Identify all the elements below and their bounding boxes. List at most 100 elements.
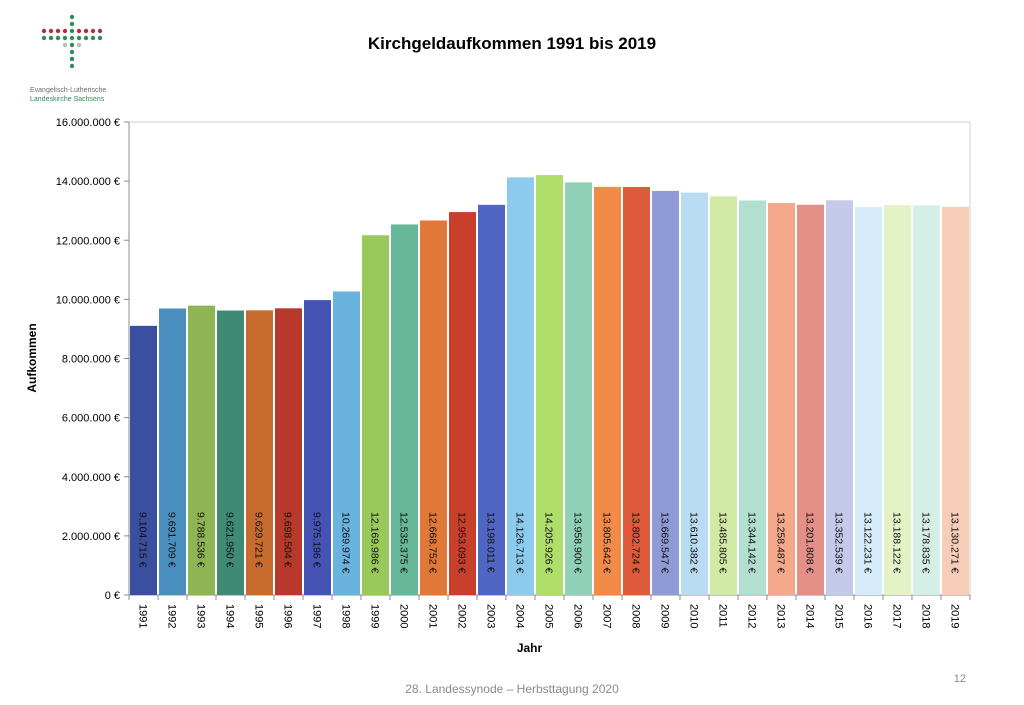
y-tick-label: 12.000.000 € [56,235,120,247]
logo-dot [69,14,75,20]
bar [362,235,389,595]
logo-dot [55,28,61,34]
y-tick-label: 8.000.000 € [62,354,120,366]
y-tick-label: 4.000.000 € [62,472,120,484]
bar-value-label: 9.691.709 € [166,512,178,568]
bar-value-label: 10.269.974 € [340,512,352,573]
bar [449,212,476,595]
bar-value-label: 12.953.093 € [456,512,468,573]
x-tick-label: 1996 [282,604,294,628]
bar [710,196,737,595]
bar-value-label: 9.975.196 € [311,512,323,568]
logo-dot [69,35,75,41]
logo-dot [90,35,96,41]
bar [913,205,940,595]
bar-value-label: 13.258.487 € [775,512,787,573]
bar [333,291,360,595]
bar-value-label: 9.621.950 € [224,512,236,568]
bar [159,308,186,595]
x-tick-label: 2010 [688,604,700,628]
x-tick-label: 2013 [775,604,787,628]
x-tick-label: 1994 [224,604,236,628]
bar-value-label: 13.198.011 € [485,512,497,573]
bar-value-label: 13.802.724 € [630,512,642,573]
bar-value-label: 13.122.231 € [862,512,874,573]
bar [768,203,795,596]
x-tick-label: 2000 [398,604,410,628]
logo-dot [41,28,47,34]
y-tick-label: 2.000.000 € [62,531,120,543]
bar [536,175,563,596]
bar-value-label: 13.130.271 € [949,512,961,573]
y-tick-label: 0 € [105,590,120,602]
bar-value-label: 12.668.752 € [427,512,439,573]
x-axis-title: Jahr [517,641,543,655]
bar [797,204,824,595]
bar [275,308,302,595]
x-tick-label: 2014 [804,604,816,628]
bar-value-label: 14.126.713 € [514,512,526,573]
bar [565,182,592,595]
logo-dot [62,28,68,34]
bar [391,224,418,595]
bar-value-label: 9.698.504 € [282,512,294,568]
x-tick-label: 1997 [311,604,323,628]
bar [420,220,447,595]
bar [942,206,969,595]
bar-value-label: 9.788.536 € [195,512,207,568]
church-logo: Evangelisch-Lutherische Landeskirche Sac… [30,10,140,105]
x-tick-label: 1998 [340,604,352,628]
logo-dot [83,35,89,41]
x-tick-label: 2018 [920,604,932,628]
logo-dot [97,35,103,41]
x-tick-label: 2001 [427,604,439,628]
bar-value-label: 9.104.715 € [137,512,149,568]
x-tick-label: 2003 [485,604,497,628]
logo-dot [62,35,68,41]
x-tick-label: 2004 [514,604,526,628]
y-tick-label: 10.000.000 € [56,294,120,306]
bar [739,200,766,596]
logo-dot [69,56,75,62]
x-tick-label: 2019 [949,604,961,628]
bar [188,305,215,595]
logo-dot [76,42,82,48]
x-tick-label: 2017 [891,604,903,628]
logo-dot [55,35,61,41]
logo-dot [69,42,75,48]
logo-dot [76,28,82,34]
page-number: 12 [953,673,966,685]
bar [304,300,331,595]
bar-value-label: 12.535.375 € [398,512,410,573]
x-tick-label: 2005 [543,604,555,628]
x-tick-label: 1991 [137,604,149,628]
bar-value-label: 13.201.808 € [804,512,816,573]
x-tick-label: 2007 [601,604,613,628]
x-tick-label: 2009 [659,604,671,628]
x-tick-label: 1999 [369,604,381,628]
x-tick-label: 2011 [717,604,729,628]
logo-org-line1: Evangelisch-Lutherische [30,87,107,94]
y-axis-title: Aufkommen [25,323,39,392]
bar [246,310,273,595]
bar-value-label: 13.805.642 € [601,512,613,573]
chart-title: Kirchgeldaufkommen 1991 bis 2019 [367,34,657,53]
bar [855,207,882,596]
bar [884,205,911,595]
x-tick-label: 1995 [253,604,265,628]
logo-dot [90,28,96,34]
y-tick-label: 16.000.000 € [56,117,120,129]
logo-dot [83,28,89,34]
bar [478,204,505,595]
bar-value-label: 9.629.721 € [253,512,265,568]
bar-value-label: 13.352.539 € [833,512,845,573]
bar [507,177,534,596]
bar-value-label: 12.169.986 € [369,512,381,573]
bar [130,325,157,595]
logo-dot [48,35,54,41]
logo-dot [69,28,75,34]
logo-dot [62,42,68,48]
x-tick-label: 2016 [862,604,874,628]
logo-dot [69,49,75,55]
x-tick-label: 2006 [572,604,584,628]
